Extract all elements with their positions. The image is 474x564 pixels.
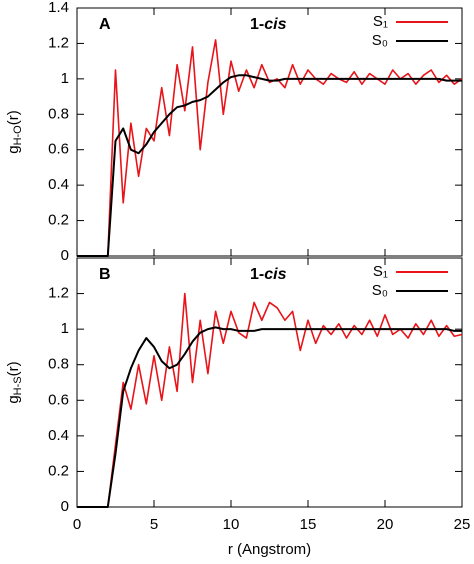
- y-tick-label: 1.2: [48, 285, 69, 302]
- title-part: cis: [264, 16, 286, 33]
- data-line: [77, 74, 462, 257]
- y-tick-label: 0.6: [48, 391, 69, 408]
- x-tick-label: 5: [150, 516, 158, 533]
- x-axis-label: r (Angstrom): [228, 541, 311, 558]
- x-tick-label: 15: [300, 516, 317, 533]
- y-tick-label: 0.4: [48, 427, 69, 444]
- y-label-part: (r): [5, 361, 22, 376]
- title-part: 1-: [250, 16, 264, 33]
- panel-title: 1-cis: [250, 266, 287, 283]
- panel-label: B: [99, 266, 111, 283]
- y-axis-label: gH-S(r): [5, 361, 24, 403]
- y-tick-label: 0: [61, 498, 69, 515]
- y-tick-label: 0.2: [48, 462, 69, 479]
- x-tick-label: 0: [73, 516, 81, 533]
- y-axis-label: gH-O(r): [5, 110, 24, 154]
- x-tick-label: 10: [223, 516, 240, 533]
- data-line: [77, 39, 463, 257]
- panel-label: A: [99, 16, 111, 33]
- legend-label: S₁: [373, 13, 388, 30]
- y-tick-label: 0: [61, 247, 69, 264]
- y-tick-label: 0.8: [48, 356, 69, 373]
- panel-title: 1-cis: [250, 16, 287, 33]
- y-tick-label: 0.6: [48, 141, 69, 158]
- y-label-part: H-S: [12, 376, 24, 395]
- x-tick-label: 25: [454, 516, 471, 533]
- y-tick-label: 1: [61, 320, 69, 337]
- y-tick-label: 1: [61, 70, 69, 87]
- y-label-part: g: [5, 395, 22, 403]
- y-label-part: H-O: [12, 125, 24, 146]
- y-tick-label: 1.4: [48, 0, 69, 16]
- y-tick-label: 0.4: [48, 176, 69, 193]
- x-tick-label: 20: [377, 516, 394, 533]
- legend-label: S₀: [372, 32, 388, 49]
- y-tick-label: 1.2: [48, 34, 69, 51]
- data-line: [77, 326, 462, 508]
- title-part: 1-: [250, 266, 264, 283]
- data-line: [77, 292, 463, 508]
- y-label-part: g: [5, 145, 22, 153]
- plot-frame: [76, 7, 463, 257]
- y-tick-label: 0.8: [48, 105, 69, 122]
- plot-frame: [76, 257, 463, 508]
- legend-label: S₀: [372, 282, 388, 299]
- legend-label: S₁: [373, 263, 388, 280]
- title-part: cis: [264, 266, 286, 283]
- y-tick-label: 0.2: [48, 212, 69, 229]
- y-label-part: (r): [5, 110, 22, 125]
